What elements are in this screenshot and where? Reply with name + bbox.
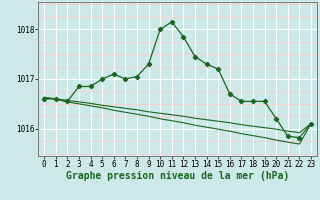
X-axis label: Graphe pression niveau de la mer (hPa): Graphe pression niveau de la mer (hPa)	[66, 171, 289, 181]
